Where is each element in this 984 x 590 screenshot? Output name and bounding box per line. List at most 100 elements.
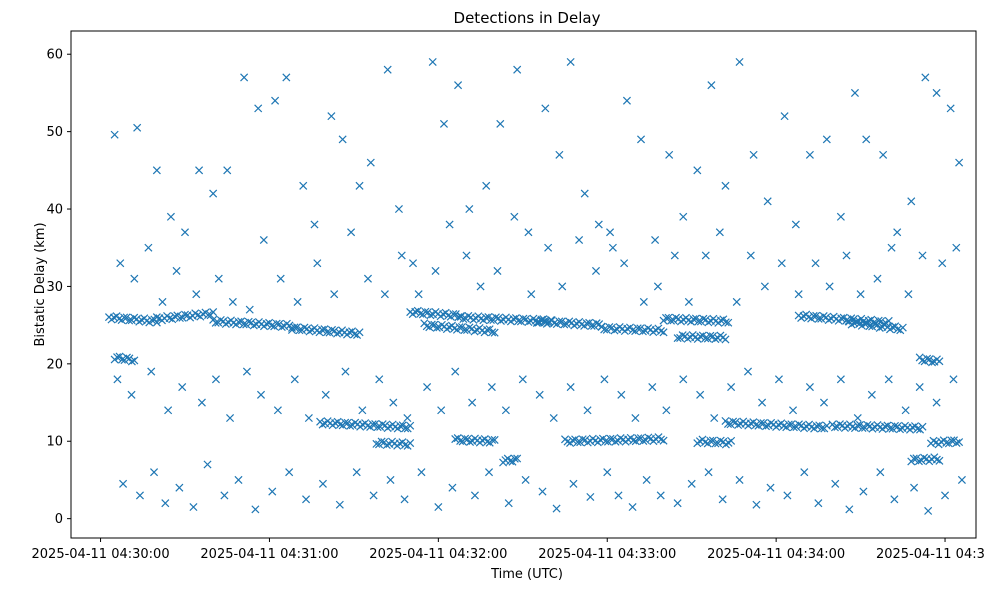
data-point	[629, 436, 638, 445]
data-point	[923, 354, 932, 363]
data-point	[565, 317, 574, 326]
data-point	[110, 130, 119, 139]
data-point	[158, 297, 167, 306]
data-point	[119, 479, 128, 488]
data-point	[853, 413, 862, 423]
data-point	[125, 316, 134, 325]
data-point	[259, 235, 268, 245]
data-point	[837, 314, 846, 323]
data-point	[130, 356, 139, 365]
data-point	[895, 425, 905, 434]
data-point	[318, 479, 327, 488]
data-point	[633, 324, 642, 333]
data-point	[302, 495, 311, 504]
data-point	[327, 325, 337, 334]
data-point	[510, 454, 519, 463]
data-point	[789, 423, 798, 432]
data-point	[566, 57, 575, 66]
data-point	[378, 420, 387, 429]
data-point	[373, 423, 382, 432]
data-point	[794, 420, 803, 429]
y-tick-label: 40	[46, 203, 63, 218]
data-point	[555, 317, 564, 326]
data-point	[819, 312, 828, 321]
data-point	[879, 150, 888, 159]
data-point	[493, 266, 502, 275]
data-point	[870, 319, 879, 328]
data-point	[513, 65, 522, 74]
data-point	[616, 434, 625, 443]
data-point	[245, 305, 254, 314]
data-point	[541, 317, 550, 326]
data-point	[701, 251, 710, 260]
data-point	[406, 421, 415, 430]
data-point	[780, 112, 789, 121]
data-point	[192, 290, 201, 299]
data-point	[932, 88, 941, 97]
data-point	[890, 495, 899, 504]
data-point	[164, 406, 173, 415]
data-point	[941, 491, 950, 500]
data-point	[600, 325, 609, 334]
data-point	[727, 383, 736, 392]
data-point	[346, 421, 355, 430]
data-point	[662, 313, 671, 322]
data-point	[239, 320, 248, 329]
data-point	[304, 413, 313, 423]
data-point	[927, 358, 937, 367]
data-point	[484, 468, 494, 477]
data-point	[165, 314, 174, 323]
chart-title: Detections in Delay	[454, 9, 601, 27]
data-point	[766, 483, 775, 492]
data-point	[716, 316, 725, 325]
data-point	[608, 243, 617, 252]
data-point	[835, 420, 844, 429]
data-point	[617, 390, 626, 399]
data-point	[350, 330, 359, 339]
data-point	[734, 421, 743, 430]
data-point	[628, 503, 637, 512]
data-point	[444, 311, 453, 320]
data-point	[942, 438, 951, 447]
data-point	[749, 150, 758, 159]
data-point	[209, 189, 218, 198]
data-point	[240, 73, 249, 82]
data-point	[189, 503, 198, 512]
data-point	[336, 420, 345, 429]
data-point	[220, 491, 229, 500]
data-point	[885, 424, 895, 433]
data-point	[701, 334, 710, 343]
data-point	[416, 309, 425, 318]
data-point	[395, 439, 404, 448]
data-point	[636, 135, 646, 144]
data-point	[639, 436, 648, 445]
data-point	[946, 104, 955, 113]
data-point	[310, 220, 319, 229]
data-point	[907, 197, 916, 206]
data-point	[538, 487, 547, 496]
data-point	[904, 290, 913, 299]
data-point	[918, 422, 927, 431]
data-point	[193, 311, 202, 320]
data-point	[678, 331, 687, 340]
data-point	[893, 228, 902, 237]
data-point	[694, 317, 703, 326]
data-point	[445, 220, 454, 229]
data-point	[461, 434, 470, 443]
data-point	[321, 390, 330, 399]
data-points	[104, 57, 966, 515]
data-point	[743, 367, 753, 376]
data-point	[761, 422, 771, 431]
data-point	[391, 422, 400, 431]
data-point	[867, 390, 876, 399]
data-point	[345, 328, 354, 337]
data-point	[914, 457, 923, 466]
data-point	[756, 418, 765, 427]
data-point	[825, 282, 834, 291]
data-point	[679, 212, 688, 221]
data-point	[721, 335, 730, 344]
data-point	[403, 413, 412, 423]
data-point	[338, 135, 347, 144]
data-point	[952, 438, 961, 448]
data-point	[363, 274, 372, 283]
